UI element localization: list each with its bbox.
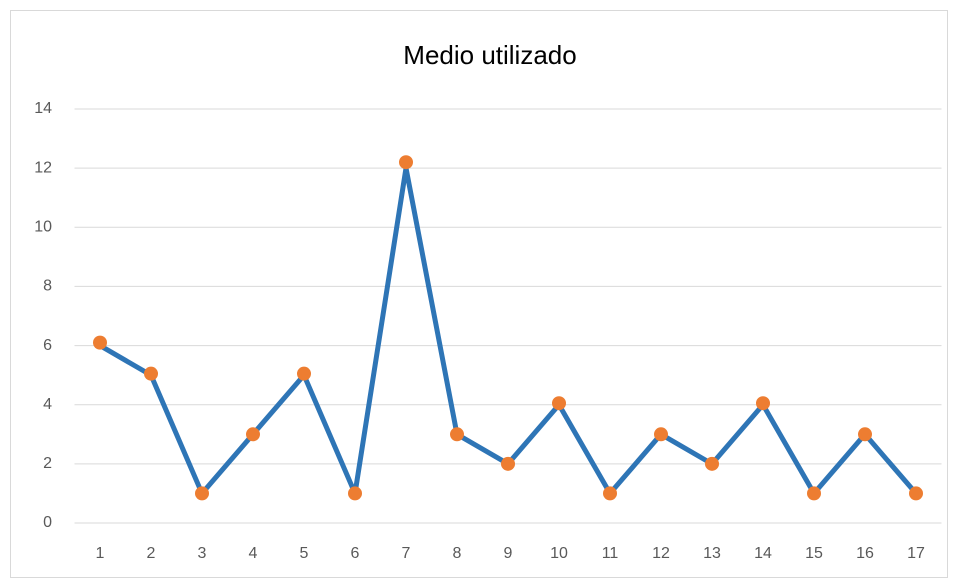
y-tick-label: 4 bbox=[43, 396, 52, 413]
marker bbox=[195, 486, 209, 501]
x-tick-label: 11 bbox=[602, 545, 619, 562]
marker bbox=[144, 366, 158, 381]
y-tick-label: 12 bbox=[34, 159, 52, 176]
marker bbox=[399, 155, 413, 170]
chart-title: Medio utilizado bbox=[403, 40, 576, 70]
y-tick-label: 0 bbox=[43, 514, 52, 531]
marker bbox=[93, 335, 107, 350]
x-tick-label: 5 bbox=[300, 545, 309, 562]
x-tick-label: 6 bbox=[351, 545, 360, 562]
x-tick-label: 15 bbox=[805, 545, 823, 562]
y-tick-label: 14 bbox=[34, 100, 52, 117]
marker bbox=[552, 396, 566, 411]
x-tick-label: 16 bbox=[856, 545, 874, 562]
x-tick-label: 14 bbox=[754, 545, 772, 562]
marker bbox=[348, 486, 362, 501]
y-tick-label: 2 bbox=[43, 455, 52, 472]
marker bbox=[297, 366, 311, 381]
x-tick-label: 9 bbox=[504, 545, 513, 562]
x-tick-label: 12 bbox=[652, 545, 670, 562]
x-tick-label: 7 bbox=[402, 545, 411, 562]
marker bbox=[705, 456, 719, 471]
marker bbox=[450, 427, 464, 442]
chart-border bbox=[10, 10, 948, 578]
x-tick-label: 3 bbox=[198, 545, 207, 562]
y-tick-label: 8 bbox=[43, 278, 52, 295]
y-tick-label: 10 bbox=[34, 219, 52, 236]
marker bbox=[603, 486, 617, 501]
marker bbox=[756, 396, 770, 411]
marker bbox=[909, 486, 923, 501]
marker bbox=[246, 427, 260, 442]
x-tick-label: 17 bbox=[907, 545, 925, 562]
x-tick-label: 10 bbox=[550, 545, 568, 562]
marker bbox=[501, 456, 515, 471]
x-tick-label: 8 bbox=[453, 545, 462, 562]
x-tick-label: 1 bbox=[96, 545, 105, 562]
marker bbox=[807, 486, 821, 501]
marker bbox=[654, 427, 668, 442]
x-tick-label: 4 bbox=[249, 545, 258, 562]
marker bbox=[858, 427, 872, 442]
x-tick-label: 13 bbox=[703, 545, 721, 562]
y-tick-label: 6 bbox=[43, 337, 52, 354]
x-tick-label: 2 bbox=[147, 545, 156, 562]
